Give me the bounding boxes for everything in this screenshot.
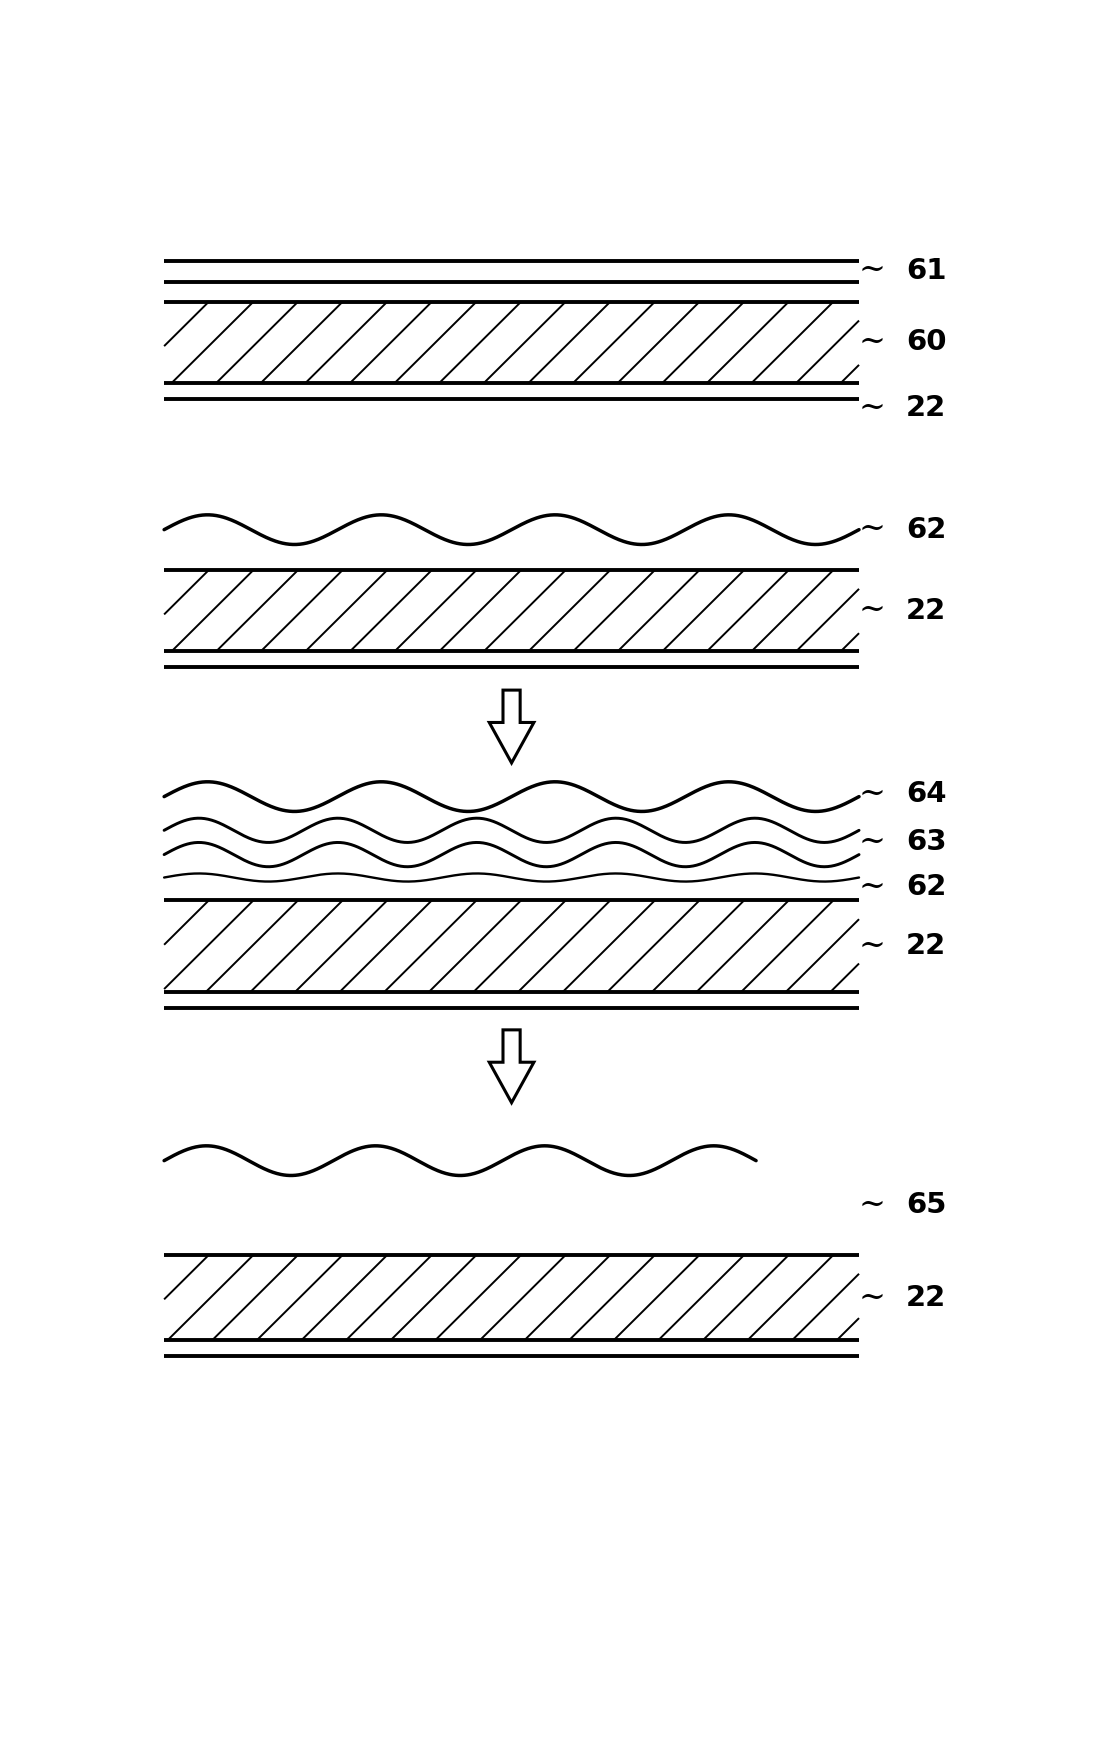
Text: ~: ~ — [858, 256, 886, 287]
Text: ~: ~ — [858, 595, 886, 627]
Text: ~: ~ — [858, 1283, 886, 1313]
Text: 62: 62 — [907, 874, 946, 902]
Text: ~: ~ — [858, 932, 886, 961]
Text: ~: ~ — [858, 392, 886, 424]
Polygon shape — [489, 690, 534, 763]
Text: 62: 62 — [907, 515, 946, 543]
Text: 60: 60 — [907, 327, 946, 355]
Text: 22: 22 — [907, 1283, 946, 1311]
Text: 64: 64 — [907, 779, 946, 807]
Text: 22: 22 — [907, 597, 946, 625]
Text: 61: 61 — [907, 257, 946, 285]
Text: ~: ~ — [858, 779, 886, 809]
Text: 65: 65 — [907, 1191, 946, 1219]
Text: 22: 22 — [907, 932, 946, 960]
Text: 22: 22 — [907, 394, 946, 422]
Text: ~: ~ — [858, 327, 886, 357]
Polygon shape — [489, 1030, 534, 1103]
Text: ~: ~ — [858, 515, 886, 545]
Text: ~: ~ — [858, 826, 886, 858]
Text: ~: ~ — [858, 1189, 886, 1220]
Text: ~: ~ — [858, 872, 886, 902]
Text: 63: 63 — [907, 828, 946, 856]
